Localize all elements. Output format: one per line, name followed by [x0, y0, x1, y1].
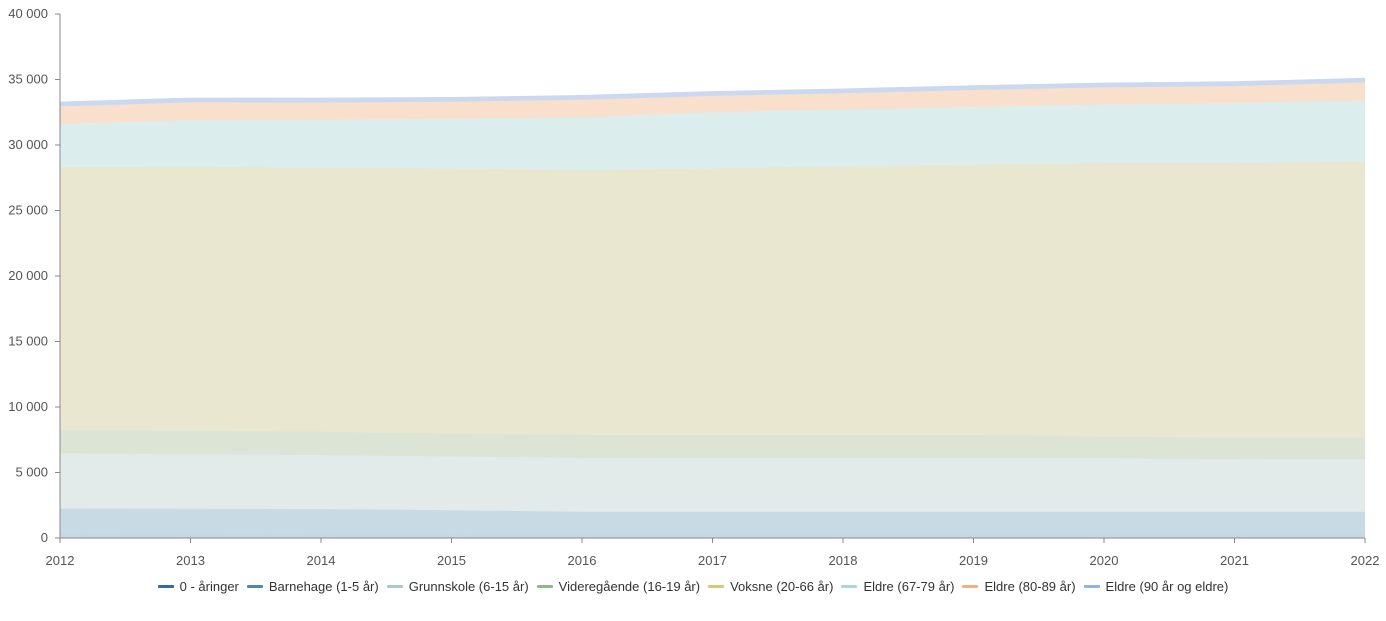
y-tick-label: 15 000	[8, 334, 48, 349]
legend-item[interactable]: Eldre (90 år og eldre)	[1083, 579, 1229, 594]
legend-label: 0 - åringer	[179, 579, 239, 594]
legend-swatch	[841, 585, 858, 588]
x-tick-label: 2018	[829, 553, 858, 568]
x-tick-label: 2012	[46, 553, 75, 568]
area-series-3[interactable]	[60, 429, 1365, 460]
legend-swatch	[708, 585, 725, 588]
y-tick-label: 5 000	[15, 465, 48, 480]
legend-item[interactable]: Voksne (20-66 år)	[708, 579, 833, 594]
area-series-1[interactable]	[60, 508, 1365, 535]
y-tick-label: 20 000	[8, 268, 48, 283]
area-series-6[interactable]	[60, 82, 1365, 125]
legend-item[interactable]: Grunnskole (6-15 år)	[386, 579, 529, 594]
x-tick-label: 2015	[437, 553, 466, 568]
y-tick-label: 40 000	[8, 6, 48, 21]
legend-item[interactable]: Videregående (16-19 år)	[536, 579, 701, 594]
area-series-5[interactable]	[60, 100, 1365, 170]
legend-label: Eldre (90 år og eldre)	[1105, 579, 1229, 594]
y-tick-label: 30 000	[8, 137, 48, 152]
legend-label: Eldre (80-89 år)	[984, 579, 1076, 594]
axes-layer: 0 5 000 10 000 15 000 20 000 25 000 30 000 35 0…	[8, 6, 1379, 568]
area-series-4[interactable]	[60, 161, 1365, 438]
x-tick-label: 2020	[1090, 553, 1119, 568]
y-tick-label: 0	[41, 530, 48, 545]
area-series-2[interactable]	[60, 453, 1365, 512]
x-tick-label: 2021	[1220, 553, 1249, 568]
legend: 0 - åringer Barnehage (1-5 år) Grunnskole …	[0, 579, 1386, 594]
x-tick-label: 2013	[176, 553, 205, 568]
legend-label: Videregående (16-19 år)	[558, 579, 701, 594]
legend-item[interactable]: 0 - åringer	[157, 579, 239, 594]
x-tick-label: 2014	[307, 553, 336, 568]
x-tick-label: 2017	[698, 553, 727, 568]
y-tick-label: 35 000	[8, 72, 48, 87]
legend-label: Voksne (20-66 år)	[730, 579, 834, 594]
legend-item[interactable]: Eldre (67-79 år)	[841, 579, 954, 594]
x-tick-label: 2016	[568, 553, 597, 568]
x-tick-label: 2022	[1351, 553, 1380, 568]
legend-item[interactable]: Barnehage (1-5 år)	[246, 579, 379, 594]
y-tick-label: 10 000	[8, 399, 48, 414]
legend-label: Eldre (67-79 år)	[863, 579, 955, 594]
area-edge-7	[59, 77, 1366, 105]
legend-item[interactable]: Eldre (80-89 år)	[962, 579, 1076, 594]
legend-swatch	[1083, 585, 1100, 588]
x-tick-label: 2019	[959, 553, 988, 568]
legend-swatch	[157, 585, 174, 588]
legend-swatch	[386, 585, 403, 588]
legend-label: Barnehage (1-5 år)	[268, 579, 379, 594]
areas-layer	[59, 77, 1366, 538]
legend-label: Grunnskole (6-15 år)	[408, 579, 529, 594]
legend-swatch	[536, 585, 553, 588]
legend-swatch	[246, 585, 263, 588]
y-tick-label: 25 000	[8, 203, 48, 218]
legend-swatch	[962, 585, 979, 588]
